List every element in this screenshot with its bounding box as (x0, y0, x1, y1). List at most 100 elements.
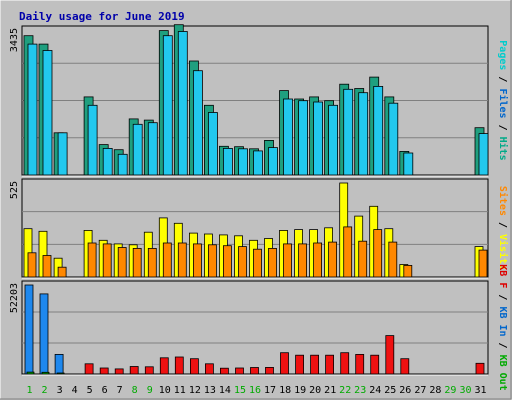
day-label-5: 5 (87, 385, 93, 396)
plot-area (21, 280, 489, 375)
legend-entry: Hits (497, 137, 509, 161)
bar-kb-f-day-24 (370, 354, 380, 375)
bar-sites-day-3 (57, 266, 67, 278)
day-label-28: 28 (429, 385, 441, 396)
bar-files-day-21 (328, 104, 339, 176)
day-label-18: 18 (279, 385, 291, 396)
bar-sites-day-23 (358, 240, 368, 278)
bar-kb-f-day-15 (235, 367, 244, 375)
bar-sites-day-7 (117, 247, 127, 278)
day-label-11: 11 (174, 385, 186, 396)
bar-sites-day-1 (27, 252, 37, 278)
bar-files-day-22 (343, 88, 354, 176)
bar-files-day-12 (192, 70, 203, 176)
bar-files-day-26 (403, 152, 414, 176)
day-label-25: 25 (384, 385, 396, 396)
bar-kb-f-day-25 (385, 335, 395, 375)
bar-files-day-6 (102, 147, 113, 176)
bar-sites-day-22 (343, 226, 353, 278)
bar-files-day-8 (132, 123, 143, 176)
day-label-16: 16 (249, 385, 261, 396)
bar-kb-f-day-5 (84, 363, 94, 375)
day-label-1: 1 (26, 385, 32, 396)
day-label-8: 8 (132, 385, 138, 396)
legend-entry: KB Out (497, 355, 508, 391)
day-label-13: 13 (204, 385, 216, 396)
day-label-17: 17 (264, 385, 276, 396)
bar-files-day-9 (147, 122, 158, 176)
day-label-22: 22 (339, 385, 351, 396)
bar-sites-day-15 (238, 246, 247, 278)
bar-sites-day-26 (403, 264, 413, 278)
bar-kb-in-day-3 (54, 353, 64, 375)
bar-kb-f-day-19 (295, 354, 305, 375)
bar-sites-day-24 (373, 229, 383, 278)
day-label-2: 2 (41, 385, 47, 396)
day-label-31: 31 (474, 385, 486, 396)
day-label-30: 30 (459, 385, 471, 396)
day-label-6: 6 (102, 385, 108, 396)
bar-kb-f-day-17 (265, 366, 274, 375)
bar-kb-f-day-20 (310, 354, 320, 375)
bar-files-day-3 (57, 132, 68, 176)
day-label-3: 3 (57, 385, 63, 396)
bar-kb-f-day-26 (400, 358, 410, 375)
bar-sites-day-14 (222, 245, 232, 278)
panel-hits-files-pages: 3435 Pages / Files / Hits (9, 24, 509, 177)
bar-sites-day-25 (388, 241, 398, 278)
bar-kb-f-day-21 (325, 354, 335, 375)
chart-panels: 3435 Pages / Files / Hits 525 Sites / Visit… (9, 24, 509, 391)
legend-entry: / (497, 70, 508, 88)
bar-files-day-13 (207, 112, 218, 176)
day-label-19: 19 (294, 385, 306, 396)
day-label-10: 10 (159, 385, 171, 396)
bar-kb-f-day-8 (129, 366, 139, 375)
legend-entry: Pages (497, 40, 508, 70)
day-axis: 1 2 3 4 5 6 7 8 9 10 11 12 13 14 15 16 17 18 19 20 21 22 23 24 2… (26, 385, 486, 396)
bar-sites-day-21 (328, 241, 338, 278)
panel-kbytes: 52203 KB F / KB In / KB Out (9, 264, 508, 390)
bar-sites-day-16 (253, 248, 262, 278)
bar-sites-day-20 (313, 242, 323, 278)
bar-kb-in-day-1 (24, 284, 34, 375)
day-label-14: 14 (219, 385, 231, 396)
bar-kb-out-day-1 (26, 371, 35, 375)
legend-entry: KB In (497, 306, 508, 336)
bar-kb-f-day-31 (475, 362, 485, 375)
bar-kb-f-day-6 (99, 367, 109, 375)
legend-entry: / (497, 119, 508, 137)
legend-entry: / (497, 337, 508, 355)
chart-title: Daily usage for June 2019 (19, 10, 185, 23)
day-label-15: 15 (234, 385, 246, 396)
bar-kb-f-day-11 (174, 356, 184, 375)
bar-files-day-14 (222, 147, 233, 176)
bar-kb-in-day-2 (39, 293, 49, 375)
legend-entry: Visits (497, 234, 509, 270)
bar-kb-f-day-7 (114, 368, 124, 375)
bar-files-day-23 (358, 92, 369, 176)
day-label-21: 21 (324, 385, 336, 396)
bar-files-day-25 (388, 102, 399, 176)
legend-entry: / (497, 216, 508, 234)
bar-files-day-31 (478, 133, 489, 176)
bar-kb-out-day-2 (41, 371, 50, 375)
axis-max-label: 525 (9, 181, 20, 199)
day-label-29: 29 (444, 385, 456, 396)
bar-files-day-24 (373, 86, 384, 176)
bar-sites-day-13 (207, 244, 217, 278)
bar-kb-out-day-3 (56, 372, 65, 375)
day-label-7: 7 (117, 385, 123, 396)
bar-files-day-20 (313, 101, 324, 176)
bar-kb-f-day-14 (219, 367, 229, 375)
bar-files-day-19 (298, 100, 309, 176)
day-label-26: 26 (399, 385, 411, 396)
bar-files-day-7 (117, 153, 128, 176)
day-label-4: 4 (72, 385, 78, 396)
day-label-24: 24 (369, 385, 381, 396)
bar-kb-f-day-12 (189, 358, 199, 375)
bar-kb-f-day-10 (159, 357, 169, 375)
bar-kb-f-day-16 (250, 367, 259, 375)
bar-files-day-1 (27, 43, 38, 176)
axis-max-label: 52203 (9, 283, 20, 313)
